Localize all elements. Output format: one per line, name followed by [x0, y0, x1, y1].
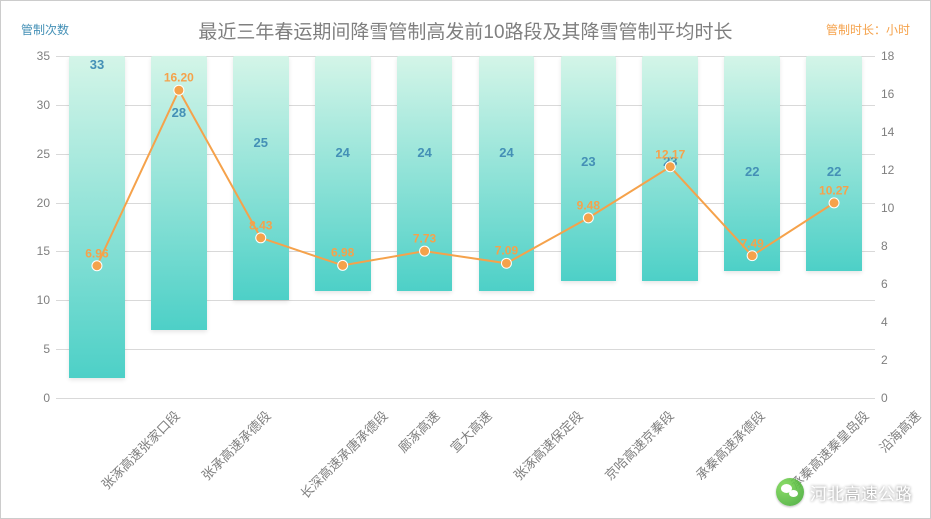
line-value-label: 7.09 — [495, 244, 518, 258]
y-axis-right-label: 管制时长：小时 — [826, 21, 910, 38]
y-tick-left: 20 — [37, 196, 50, 210]
bar-group: 24 — [466, 56, 548, 398]
bar-value-label: 22 — [827, 164, 841, 179]
chart-title: 最近三年春运期间降雪管制高发前10路段及其降雪管制平均时长 — [1, 17, 930, 44]
y-tick-right: 12 — [881, 163, 894, 177]
watermark: 河北高速公路 — [776, 478, 912, 506]
y-tick-left: 25 — [37, 147, 50, 161]
line-value-label: 10.27 — [819, 183, 849, 197]
y-axis-left-label: 管制次数 — [21, 21, 69, 38]
bar-group: 23 — [629, 56, 711, 398]
y-tick-right: 2 — [881, 353, 888, 367]
y-tick-left: 5 — [43, 342, 50, 356]
line-value-label: 16.20 — [164, 71, 194, 85]
bar-value-label: 22 — [745, 164, 759, 179]
y-tick-left: 10 — [37, 293, 50, 307]
bar-group: 28 — [138, 56, 220, 398]
bar-value-label: 24 — [417, 145, 431, 160]
bar-value-label: 33 — [90, 57, 104, 72]
x-label: 张涿高速张家口段 — [56, 398, 160, 518]
line-value-label: 9.48 — [577, 198, 600, 212]
y-tick-right: 6 — [881, 277, 888, 291]
bar-value-label: 24 — [499, 145, 513, 160]
y-tick-left: 0 — [43, 391, 50, 405]
y-tick-left: 15 — [37, 244, 50, 258]
bar-group: 24 — [302, 56, 384, 398]
bar-value-label: 28 — [172, 105, 186, 120]
y-tick-right: 18 — [881, 49, 894, 63]
line-value-label: 6.98 — [331, 246, 354, 260]
bar-group: 23 — [547, 56, 629, 398]
bar-value-label: 24 — [335, 145, 349, 160]
bar-group: 22 — [711, 56, 793, 398]
bar-value-label: 23 — [581, 154, 595, 169]
bar — [151, 56, 207, 330]
bar — [397, 56, 453, 291]
bar — [69, 56, 125, 378]
x-axis-labels: 张涿高速张家口段张承高速承德段长深高速承唐承德段廊涿高速宣大高速张涿高速保定段京… — [56, 398, 875, 518]
chart-container: 最近三年春运期间降雪管制高发前10路段及其降雪管制平均时长 管制次数 管制时长：… — [0, 0, 931, 519]
bar-group: 22 — [793, 56, 875, 398]
y-tick-right: 14 — [881, 125, 894, 139]
plot-area: 05101520253035024681012141618 3328252424… — [56, 56, 875, 398]
bars-group: 33 28 25 24 24 24 23 23 22 22 — [56, 56, 875, 398]
watermark-text: 河北高速公路 — [810, 480, 912, 505]
bar-value-label: 25 — [254, 135, 268, 150]
wechat-icon — [776, 478, 804, 506]
line-value-label: 8.43 — [249, 218, 272, 232]
x-tick-label: 沿海高速 — [874, 406, 924, 456]
bar — [233, 56, 289, 300]
y-tick-left: 35 — [37, 49, 50, 63]
bar-group: 33 — [56, 56, 138, 398]
y-tick-right: 16 — [881, 87, 894, 101]
line-value-label: 12.17 — [655, 147, 685, 161]
line-value-label: 7.73 — [413, 232, 436, 246]
y-tick-right: 8 — [881, 239, 888, 253]
line-value-label: 7.49 — [740, 236, 763, 250]
line-value-label: 6.96 — [85, 246, 108, 260]
y-tick-left: 30 — [37, 98, 50, 112]
y-tick-right: 10 — [881, 201, 894, 215]
y-tick-right: 4 — [881, 315, 888, 329]
bar-group: 24 — [384, 56, 466, 398]
